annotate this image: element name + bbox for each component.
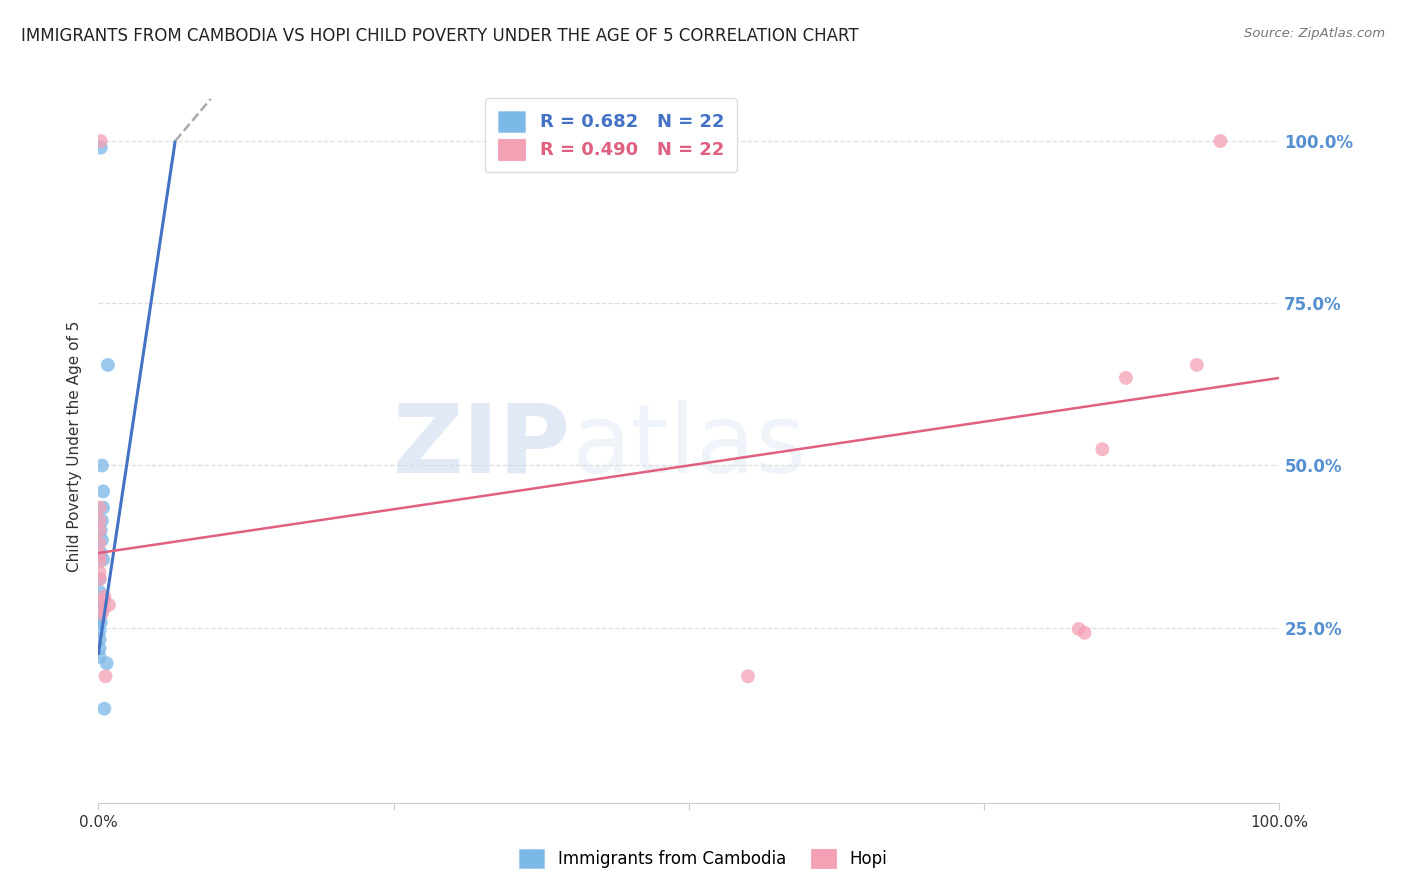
Point (737, 669, 759, 683)
Text: ZIP: ZIP (392, 400, 571, 492)
Point (1185, 358, 1208, 372)
Point (91, 607, 114, 621)
Point (97, 358, 120, 372)
Point (90, 546, 112, 560)
Text: IMMIGRANTS FROM CAMBODIA VS HOPI CHILD POVERTY UNDER THE AGE OF 5 CORRELATION CH: IMMIGRANTS FROM CAMBODIA VS HOPI CHILD P… (21, 27, 859, 45)
Point (90, 524, 112, 538)
Point (93, 593, 115, 607)
Point (94, 669, 117, 683)
Y-axis label: Child Poverty Under the Age of 5: Child Poverty Under the Age of 5 (67, 320, 83, 572)
Point (89, 524, 111, 538)
Point (91, 458, 114, 473)
Point (1067, 622, 1090, 636)
Point (89, 572, 111, 586)
Point (89, 548, 111, 562)
Point (91, 484, 114, 499)
Point (89, 604, 111, 618)
Point (90, 134, 112, 148)
Point (1209, 134, 1232, 148)
Point (89, 632, 111, 647)
Point (91, 500, 114, 515)
Point (89, 641, 111, 656)
Point (89, 536, 111, 550)
Point (93, 702, 115, 716)
Point (93, 590, 115, 604)
Point (89, 649, 111, 664)
Point (89, 585, 111, 599)
Point (90, 140, 112, 154)
Point (98, 598, 121, 612)
Legend: Immigrants from Cambodia, Hopi: Immigrants from Cambodia, Hopi (513, 843, 893, 875)
Point (91, 514, 114, 528)
Point (1091, 442, 1114, 457)
Text: atlas: atlas (571, 400, 806, 492)
Point (1115, 371, 1137, 385)
Point (89, 566, 111, 580)
Text: Source: ZipAtlas.com: Source: ZipAtlas.com (1244, 27, 1385, 40)
Point (91, 552, 114, 566)
Point (96, 657, 118, 671)
Point (91, 602, 114, 616)
Legend: R = 0.682   N = 22, R = 0.490   N = 22: R = 0.682 N = 22, R = 0.490 N = 22 (485, 98, 737, 172)
Point (89, 572, 111, 586)
Point (1073, 625, 1095, 640)
Point (90, 615, 112, 630)
Point (89, 514, 111, 528)
Point (89, 611, 111, 625)
Point (91, 533, 114, 547)
Point (89, 624, 111, 638)
Point (89, 598, 111, 612)
Point (89, 554, 111, 568)
Point (89, 500, 111, 515)
